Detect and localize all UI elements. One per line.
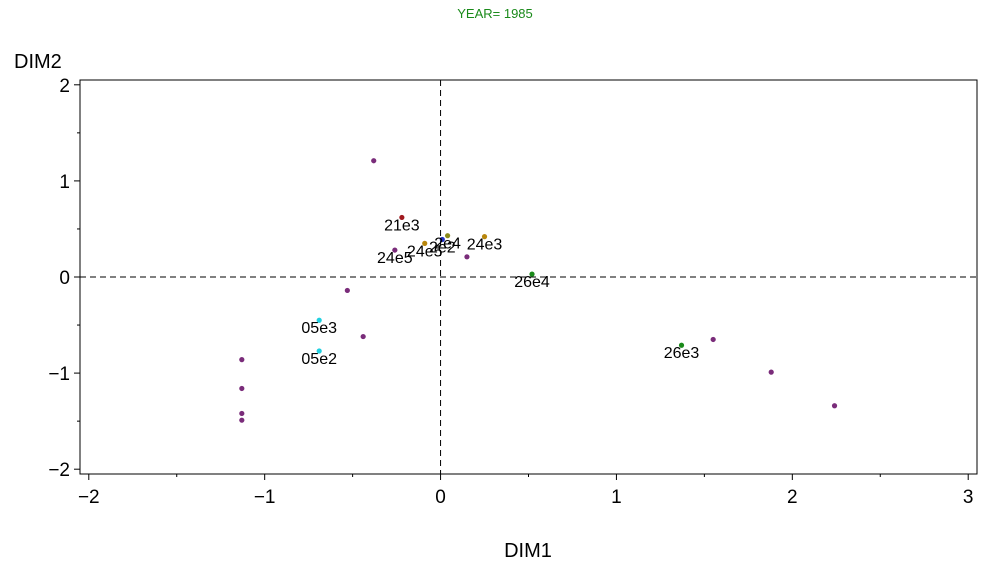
x-tick-label: 3 bbox=[963, 487, 974, 508]
data-point bbox=[360, 333, 366, 340]
y-axis-ticks: −2 −1 0 1 2 bbox=[48, 76, 80, 481]
point-label: 2e2 bbox=[429, 240, 456, 257]
data-point bbox=[239, 410, 245, 417]
x-tick-label: 2 bbox=[787, 487, 798, 508]
data-point bbox=[316, 317, 322, 323]
y-tick-label: −1 bbox=[48, 364, 70, 385]
x-tick-label: −1 bbox=[254, 487, 276, 508]
y-tick-label: 2 bbox=[59, 76, 70, 97]
data-point bbox=[768, 369, 774, 375]
point-label: 26e3 bbox=[664, 345, 700, 362]
y-tick-label: 0 bbox=[59, 268, 70, 289]
point-label: 05e3 bbox=[301, 320, 337, 337]
chart-title: YEAR= 1985 bbox=[457, 6, 533, 21]
point-label: 26e4 bbox=[514, 274, 550, 291]
data-point bbox=[831, 403, 838, 409]
data-point bbox=[464, 254, 470, 260]
y-tick-label: 1 bbox=[59, 172, 70, 193]
x-tick-label: −2 bbox=[78, 487, 100, 508]
data-point bbox=[529, 271, 535, 277]
x-axis-ticks: −2 −1 0 1 2 3 bbox=[78, 474, 974, 508]
x-tick-label: 1 bbox=[611, 487, 622, 508]
point-label: 05e2 bbox=[301, 351, 337, 368]
data-point bbox=[678, 342, 685, 348]
x-tick-label: 0 bbox=[435, 487, 446, 508]
x-axis-title: DIM1 bbox=[504, 540, 552, 562]
point-label: 2e4 bbox=[434, 236, 461, 253]
point-label: 21e3 bbox=[384, 217, 420, 234]
data-point bbox=[444, 233, 451, 239]
data-point bbox=[344, 287, 350, 294]
data-point bbox=[392, 247, 398, 253]
point-label: 24e3 bbox=[467, 237, 503, 254]
data-point bbox=[710, 336, 716, 343]
data-points bbox=[239, 158, 838, 423]
data-point bbox=[239, 417, 245, 423]
data-point bbox=[239, 357, 245, 363]
data-point bbox=[239, 385, 245, 392]
data-point bbox=[439, 236, 445, 243]
point-label: 24e5 bbox=[407, 243, 443, 260]
data-point bbox=[316, 348, 322, 354]
y-tick-label: −2 bbox=[48, 460, 70, 481]
data-point bbox=[399, 214, 405, 221]
y-axis-title: DIM2 bbox=[14, 51, 62, 73]
data-point bbox=[422, 240, 428, 246]
point-label: 24e5 bbox=[377, 250, 413, 267]
data-point bbox=[481, 234, 488, 240]
reference-lines bbox=[80, 80, 977, 474]
data-point bbox=[371, 158, 377, 164]
